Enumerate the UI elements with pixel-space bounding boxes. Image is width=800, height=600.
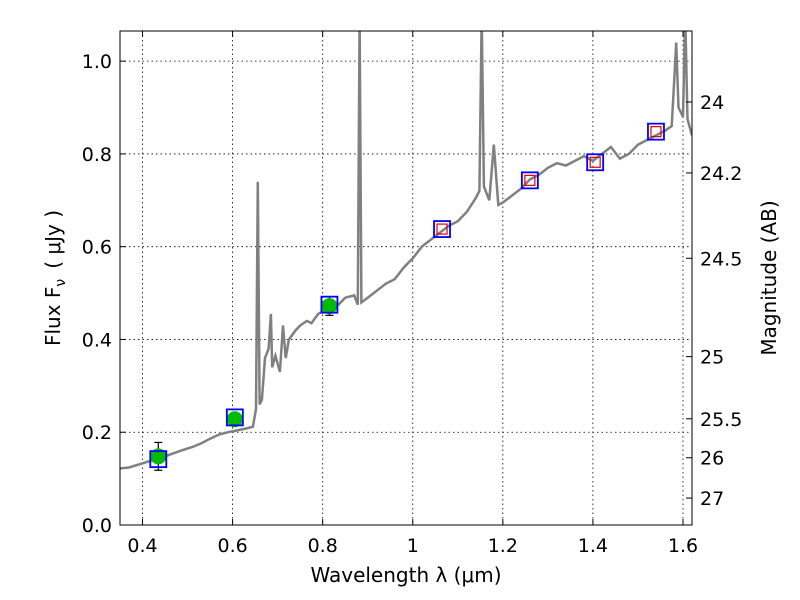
x-tick-label: 1.2: [488, 535, 518, 557]
model-band-marker: [433, 220, 451, 238]
y2-axis-label: Magnitude (AB): [757, 200, 781, 355]
model-band-marker: [225, 408, 244, 427]
y2-tick-label: 24.2: [700, 163, 742, 185]
model-band-marker: [647, 122, 665, 141]
y-tick-label: 0.4: [82, 329, 112, 351]
y-tick-label: 0.8: [82, 144, 112, 166]
model-point-marker: [436, 223, 448, 235]
x-tick-label: 0.8: [308, 535, 338, 557]
axes-frame: [119, 30, 693, 526]
y-tick-label: 1.0: [82, 51, 112, 73]
y-axis-label-main: Flux F: [41, 287, 65, 346]
y-axis-label-subscript: ν: [53, 279, 69, 287]
model-band-marker: [586, 153, 605, 172]
observed-point: [150, 448, 167, 465]
y-tick-label: 0.6: [82, 237, 112, 259]
y-axis-label: Flux Fν ( μJy ): [41, 210, 69, 346]
observed-point: [226, 411, 243, 428]
x-tick-label: 1.6: [668, 535, 698, 557]
x-tick-label: 1: [407, 535, 419, 557]
y2-tick-label: 24.5: [700, 248, 742, 270]
grid: [120, 31, 692, 526]
y2-tick-label: 25: [700, 347, 724, 369]
spectrum-line: [120, 31, 692, 470]
model-band-marker: [320, 295, 339, 314]
y2-tick-label: 26: [700, 448, 724, 470]
y-axis-label-unit: ( μJy ): [41, 210, 65, 269]
y2-tick-label: 27: [700, 488, 724, 510]
model-point-marker: [589, 156, 601, 168]
x-axis-label: Wavelength λ (μm): [310, 563, 501, 587]
model-band-marker: [520, 171, 539, 190]
y2-tick-label: 25.5: [700, 409, 742, 431]
y-tick-label: 0.2: [82, 422, 112, 444]
y2-tick-label: 24: [700, 92, 724, 114]
x-tick-label: 0.4: [127, 535, 157, 557]
observed-point: [321, 298, 338, 315]
y-tick-label: 0.0: [82, 515, 112, 537]
ticks: 0.4 0.6 0.8 1 1.2 1.4 1.6 0.0 0.2 0.4 0.6 0.8 1.0 24 2…: [82, 31, 742, 557]
model-point-marker: [524, 174, 536, 186]
plot-area: [120, 31, 692, 471]
x-tick-label: 1.4: [578, 535, 608, 557]
model-point-marker: [650, 126, 662, 138]
x-tick-label: 0.6: [217, 535, 247, 557]
model-band-marker: [149, 450, 168, 469]
